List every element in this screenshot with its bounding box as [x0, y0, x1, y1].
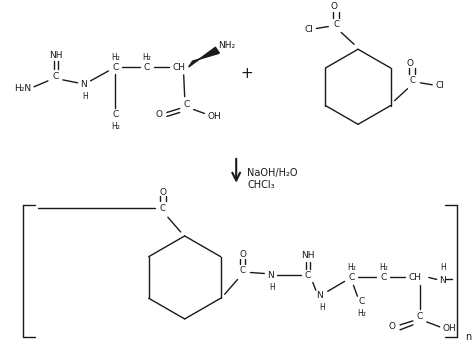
Text: CHCl₃: CHCl₃ — [247, 180, 275, 190]
Text: C: C — [144, 63, 150, 72]
Text: C: C — [112, 63, 118, 72]
Text: C: C — [410, 76, 415, 85]
Text: H₂: H₂ — [111, 53, 120, 62]
Text: N: N — [439, 276, 446, 285]
Text: H₂: H₂ — [111, 122, 120, 131]
Text: H: H — [319, 303, 325, 311]
Text: H₂: H₂ — [379, 263, 388, 272]
Text: N: N — [317, 291, 323, 300]
Text: H₂: H₂ — [347, 263, 356, 272]
Text: CH: CH — [172, 63, 185, 72]
Text: +: + — [241, 66, 254, 81]
Text: O: O — [331, 2, 338, 11]
Text: Cl: Cl — [436, 81, 445, 90]
Text: NH₂: NH₂ — [218, 41, 235, 50]
Text: C: C — [305, 271, 311, 280]
Text: H: H — [440, 263, 446, 272]
Text: CH: CH — [409, 273, 421, 282]
Text: C: C — [53, 72, 59, 81]
Text: C: C — [380, 273, 386, 282]
Text: C: C — [333, 20, 339, 29]
Text: NH: NH — [49, 51, 63, 60]
Text: Cl: Cl — [304, 25, 313, 34]
Text: n: n — [465, 332, 471, 342]
Text: NaOH/H₂O: NaOH/H₂O — [247, 168, 298, 178]
Text: C: C — [358, 296, 365, 306]
Polygon shape — [189, 47, 219, 67]
Text: N: N — [267, 271, 273, 280]
Text: NH: NH — [301, 251, 315, 260]
Text: H: H — [269, 283, 275, 292]
Text: C: C — [112, 110, 118, 119]
Text: OH: OH — [443, 324, 456, 333]
Text: H₂: H₂ — [143, 53, 152, 62]
Text: C: C — [348, 273, 355, 282]
Text: C: C — [183, 100, 190, 109]
Text: O: O — [407, 58, 414, 68]
Text: O: O — [155, 110, 163, 119]
Text: O: O — [389, 322, 396, 331]
Text: O: O — [159, 188, 166, 197]
Text: O: O — [239, 250, 246, 259]
Text: H₂: H₂ — [357, 309, 366, 317]
Text: C: C — [239, 266, 246, 275]
Text: H₂N: H₂N — [14, 84, 31, 93]
Text: C: C — [417, 313, 423, 322]
Text: N: N — [80, 80, 87, 89]
Text: H: H — [83, 92, 89, 101]
Text: OH: OH — [208, 112, 221, 121]
Text: C: C — [160, 204, 166, 213]
